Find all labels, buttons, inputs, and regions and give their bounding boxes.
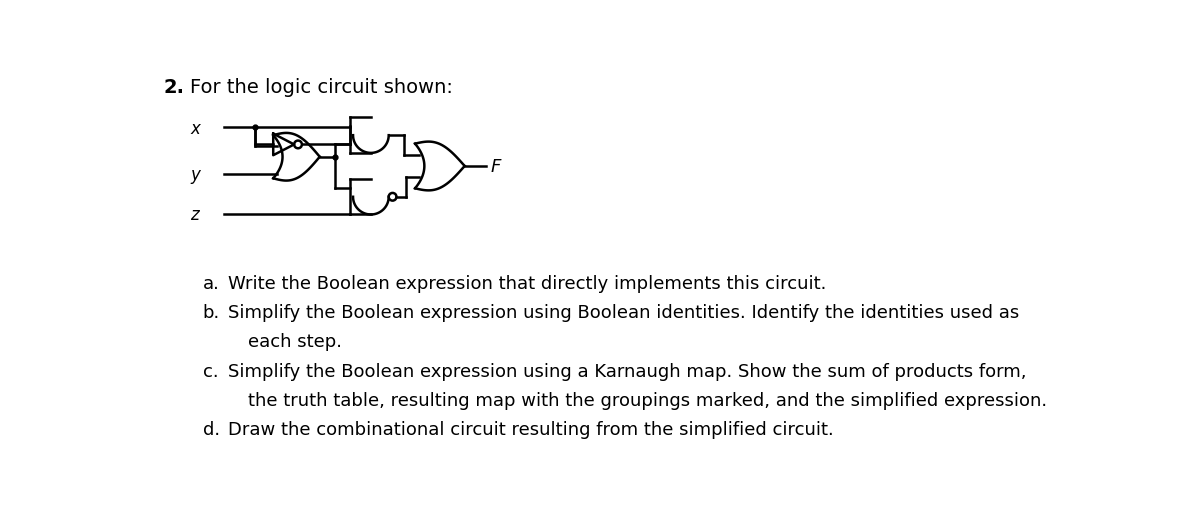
Text: a.: a. [203,274,220,292]
Text: y: y [191,166,200,184]
Text: Simplify the Boolean expression using Boolean identities. Identify the identitie: Simplify the Boolean expression using Bo… [228,304,1019,321]
Text: z: z [191,206,199,224]
Text: the truth table, resulting map with the groupings marked, and the simplified exp: the truth table, resulting map with the … [247,391,1046,409]
Text: For the logic circuit shown:: For the logic circuit shown: [191,77,454,96]
Circle shape [294,141,302,149]
Text: d.: d. [203,420,220,438]
Text: c.: c. [203,362,218,380]
Text: Write the Boolean expression that directly implements this circuit.: Write the Boolean expression that direct… [228,274,826,292]
Circle shape [389,193,396,201]
Text: F: F [491,158,500,176]
Text: 2.: 2. [164,77,185,96]
Text: b.: b. [203,304,220,321]
Text: each step.: each step. [247,333,342,350]
Text: Simplify the Boolean expression using a Karnaugh map. Show the sum of products f: Simplify the Boolean expression using a … [228,362,1026,380]
Text: x: x [191,120,200,138]
Text: Draw the combinational circuit resulting from the simplified circuit.: Draw the combinational circuit resulting… [228,420,833,438]
